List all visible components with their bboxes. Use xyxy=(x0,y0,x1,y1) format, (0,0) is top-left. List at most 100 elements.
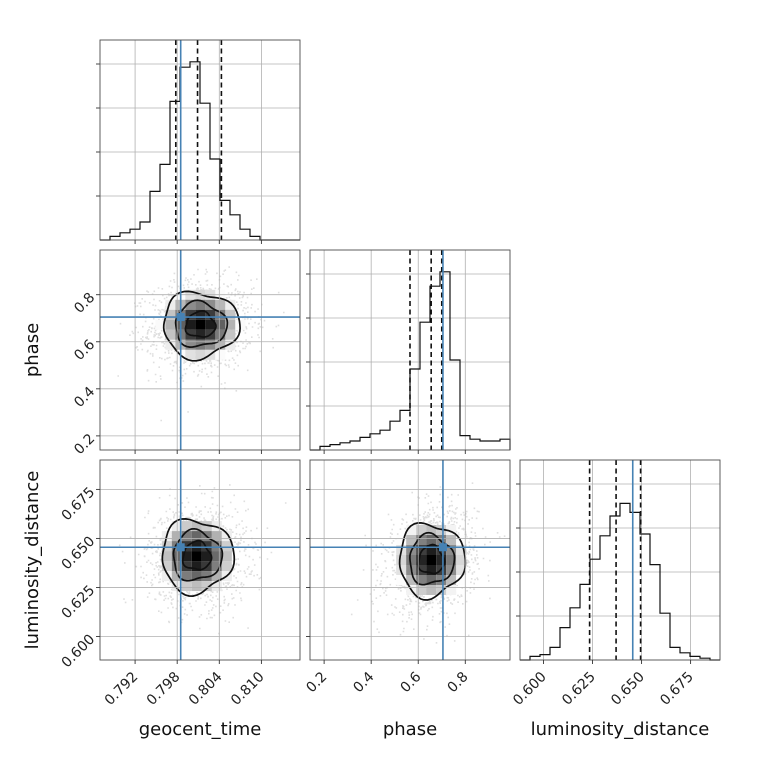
density-cell xyxy=(456,535,467,545)
x-axis-label-luminosity_distance: luminosity_distance xyxy=(531,719,710,740)
density-cell xyxy=(195,299,206,310)
density-cell xyxy=(426,555,437,565)
x-tick-label-geocent_time: 0.804 xyxy=(186,669,226,709)
density-cell xyxy=(165,319,176,330)
truth-point xyxy=(438,543,447,552)
panel-grid xyxy=(100,250,300,450)
density-cell xyxy=(201,581,212,592)
x-tick-label-luminosity_distance: 0.650 xyxy=(608,669,648,709)
density-cell xyxy=(181,551,192,562)
y-axis-label-phase: phase xyxy=(22,323,43,377)
x-tick-label-luminosity_distance: 0.625 xyxy=(559,669,599,709)
density-cell xyxy=(161,571,172,582)
density-cell xyxy=(446,555,457,565)
panel-frame xyxy=(309,459,511,661)
density-cell xyxy=(221,531,232,542)
density-cell xyxy=(436,585,447,595)
density-cell xyxy=(426,545,437,555)
panel-frame xyxy=(309,249,511,451)
density-cell xyxy=(396,575,407,585)
panel-grid xyxy=(134,40,262,240)
density-cell xyxy=(155,319,166,330)
contour-1.5σ xyxy=(409,531,456,586)
density-cell xyxy=(406,555,417,565)
y-tick-label-luminosity_distance: 0.625 xyxy=(59,582,99,622)
density-cell xyxy=(215,309,226,320)
density-cell xyxy=(221,541,232,552)
x-tick-label-phase: 0.4 xyxy=(350,669,377,696)
density-cell xyxy=(426,525,437,535)
density-cell xyxy=(191,551,202,562)
panel-frame xyxy=(519,459,721,661)
density-cell xyxy=(185,339,196,350)
density-cell xyxy=(205,339,216,350)
y-tick-label-phase: 0.6 xyxy=(71,337,98,364)
density-cell xyxy=(215,349,226,360)
panel-frame xyxy=(99,249,301,451)
density-cell xyxy=(225,299,236,310)
density-cell xyxy=(201,541,212,552)
density-cell xyxy=(211,541,222,552)
density-cell xyxy=(416,525,427,535)
density-cell xyxy=(426,585,437,595)
scatter-phase-luminosity_distance xyxy=(350,482,506,644)
density-cell xyxy=(211,571,222,582)
density-cell xyxy=(426,535,437,545)
hist-grid xyxy=(100,63,300,197)
density-cell xyxy=(225,319,236,330)
contour-1σ xyxy=(181,539,213,571)
density-cell xyxy=(191,581,202,592)
density-cell xyxy=(191,531,202,542)
density-cell xyxy=(191,561,202,572)
contour-1σ xyxy=(184,310,217,338)
truth-point xyxy=(176,543,185,552)
density-cell xyxy=(446,545,457,555)
density-cell xyxy=(201,551,212,562)
density-cell xyxy=(165,329,176,340)
density-cell xyxy=(446,585,457,595)
density-cell xyxy=(191,571,202,582)
y-axis-label-luminosity_distance: luminosity_distance xyxy=(22,471,43,650)
density-cell xyxy=(436,535,447,545)
density-cell xyxy=(205,299,216,310)
y-tick-label-phase: 0.4 xyxy=(71,384,98,411)
panel-frame xyxy=(99,459,301,661)
density-cell xyxy=(205,309,216,320)
density-cell xyxy=(426,565,437,575)
y-tick-label-phase: 0.2 xyxy=(71,431,98,458)
density-cell xyxy=(446,565,457,575)
density-cell xyxy=(211,551,222,562)
histogram-geocent_time xyxy=(100,61,300,241)
density-cell xyxy=(185,299,196,310)
density-cell xyxy=(181,531,192,542)
hist-grid xyxy=(520,483,720,617)
density-cell xyxy=(221,561,232,572)
panel-grid xyxy=(310,460,510,660)
x-tick-label-geocent_time: 0.810 xyxy=(228,669,268,709)
density-cell xyxy=(181,581,192,592)
density-cell xyxy=(201,521,212,532)
density-cell xyxy=(191,541,202,552)
y-tick-label-luminosity_distance: 0.675 xyxy=(59,484,99,524)
density-cell xyxy=(456,545,467,555)
x-tick-label-phase: 0.6 xyxy=(397,669,424,696)
density-cell xyxy=(426,575,437,585)
density-cell xyxy=(456,555,467,565)
density-cell xyxy=(191,521,202,532)
density-cell xyxy=(165,299,176,310)
y-tick-label-luminosity_distance: 0.650 xyxy=(59,533,99,573)
density-cell xyxy=(195,319,206,330)
density-cell xyxy=(215,299,226,310)
density-cell xyxy=(416,545,427,555)
density-cell xyxy=(456,575,467,585)
density-cell xyxy=(416,535,427,545)
density-cell xyxy=(215,329,226,340)
x-axis-label-phase: phase xyxy=(383,719,437,740)
density-cell xyxy=(446,535,457,545)
density-cell xyxy=(195,309,206,320)
y-tick-label-phase: 0.8 xyxy=(71,290,98,317)
x-tick-label-luminosity_distance: 0.675 xyxy=(657,669,697,709)
density-cell xyxy=(211,561,222,572)
density-cell xyxy=(225,329,236,340)
